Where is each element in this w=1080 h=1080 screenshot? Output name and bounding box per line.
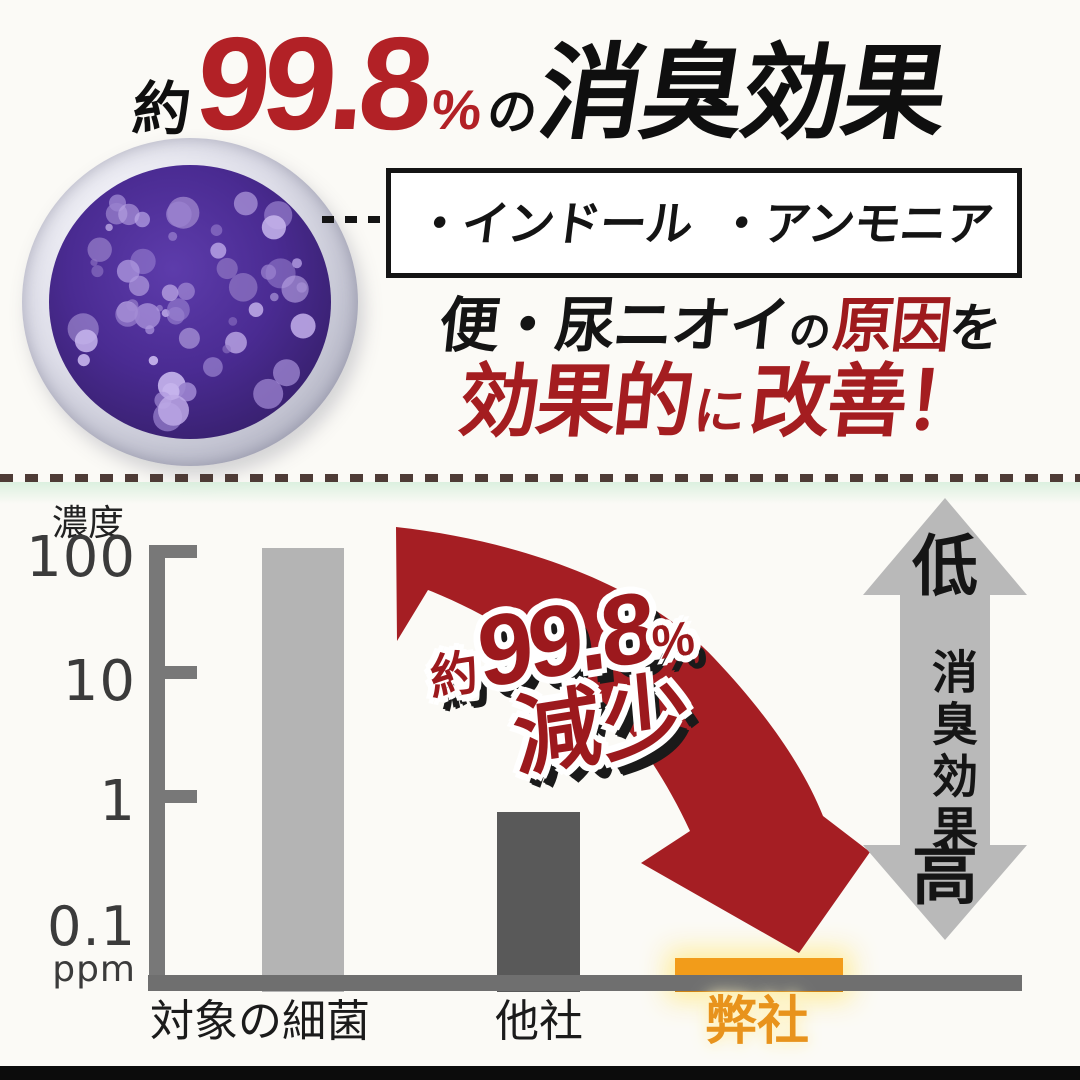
effect-scale-arrow: [863, 498, 1027, 940]
lead-line1-text: 便・尿ニオイ: [436, 292, 792, 359]
odor-sources-box: ・インドール ・アンモニア: [386, 168, 1022, 278]
divider-tint-band: [0, 482, 1080, 504]
lead-line1-particle: の: [786, 308, 834, 355]
x-axis-line: [148, 975, 1022, 991]
headline: 約 99.8 % の 消臭効果: [0, 10, 1080, 158]
tick-mark-1: [149, 790, 197, 803]
headline-percent-value: 99.8: [190, 10, 433, 157]
headline-title: 消臭効果: [531, 36, 954, 152]
bottom-black-bar: [0, 1066, 1080, 1080]
dashed-divider: [0, 474, 1080, 482]
odor-source-ammonia: ・アンモニア: [714, 196, 996, 250]
odor-source-indole: ・インドール: [412, 196, 696, 250]
annotation-percent-sign: %: [649, 611, 697, 672]
y-tick-1: 1: [99, 769, 136, 834]
lead-line1-accent: 原因: [830, 292, 954, 359]
y-tick-100: 100: [26, 525, 136, 590]
petri-dish-culture: [49, 165, 331, 439]
y-axis-unit: ppm: [52, 949, 136, 990]
headline-percent-sign: %: [428, 78, 485, 141]
lead-line2: 効果的 に 改善！: [435, 357, 1005, 454]
lead-line2-particle: に: [690, 383, 749, 441]
bar-target-bacteria: [262, 548, 344, 992]
scale-label-high: 高: [912, 838, 978, 912]
reduction-arrow-graphic: [396, 527, 870, 953]
tick-mark-10: [149, 666, 197, 679]
bar-label-other-company: 他社: [495, 997, 583, 1046]
y-axis-title: 濃度: [52, 502, 125, 543]
y-tick-0.1: 0.1: [47, 895, 136, 958]
headline-approx: 約: [129, 77, 194, 142]
tick-mark-100: [149, 545, 197, 558]
lead-line2-text-b: 改善！: [746, 357, 987, 446]
bar-label-our-company: 弊社: [704, 993, 809, 1051]
headline-particle: の: [484, 84, 540, 140]
annotation-approx: 約: [428, 645, 481, 707]
scale-label-low: 低: [912, 529, 978, 603]
bar-label-target-bacteria: 対象の細菌: [150, 997, 370, 1046]
y-axis-line: [149, 545, 165, 991]
petri-dish-image: [22, 138, 358, 466]
scale-label-effect: 消臭効果: [926, 648, 978, 856]
bar-other-company: [497, 812, 580, 992]
lead-line1: 便・尿ニオイ の 原因 を: [436, 292, 1005, 366]
connector-dashed-line: [322, 216, 390, 223]
y-tick-10: 10: [62, 649, 136, 714]
bacteria-colonies-graphic: [67, 191, 316, 432]
lead-line2-text-a: 効果的: [454, 357, 696, 446]
lead-line1-suffix: を: [946, 300, 1005, 358]
